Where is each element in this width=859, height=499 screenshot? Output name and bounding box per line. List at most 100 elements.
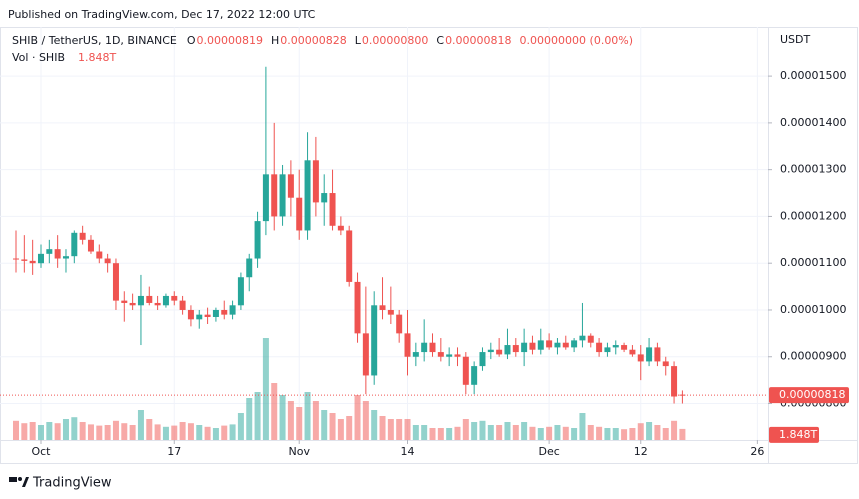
candle-body bbox=[246, 258, 253, 278]
volume-title: Vol · SHIB bbox=[12, 51, 65, 64]
axes: 0.000008000.000009000.000010000.00001100… bbox=[31, 69, 849, 458]
candle-body bbox=[121, 300, 128, 303]
candle-body bbox=[579, 335, 586, 341]
candle-body bbox=[554, 342, 561, 348]
ohlc-label: O bbox=[187, 34, 196, 47]
x-tick-label: Nov bbox=[288, 445, 310, 458]
logo-mark bbox=[22, 477, 29, 487]
candle-body bbox=[604, 347, 611, 353]
candle-body bbox=[462, 356, 469, 385]
candle-body bbox=[387, 309, 394, 315]
candle-body bbox=[546, 340, 553, 348]
volume-bar bbox=[337, 419, 344, 440]
candle-body bbox=[96, 251, 103, 259]
volume-bar bbox=[154, 424, 161, 440]
volume-bar bbox=[496, 425, 503, 440]
ohlc-value: 0.00000800 bbox=[362, 34, 428, 47]
volume-bar bbox=[321, 410, 328, 440]
candle-body bbox=[454, 354, 461, 357]
candles bbox=[0, 66, 768, 404]
candle-body bbox=[229, 305, 236, 315]
candle-body bbox=[104, 258, 111, 264]
volume-bar bbox=[654, 425, 661, 440]
volume-bar bbox=[421, 425, 428, 440]
candle-body bbox=[204, 314, 211, 317]
volume-label: 1.848T bbox=[779, 428, 817, 441]
volume-bar bbox=[679, 428, 686, 440]
y-tick-label: 0.00001400 bbox=[780, 116, 846, 129]
candle-body bbox=[171, 295, 178, 301]
candle-body bbox=[321, 193, 328, 203]
y-tick-label: 0.00001000 bbox=[780, 303, 846, 316]
candle-body bbox=[529, 342, 536, 350]
candle-body bbox=[437, 352, 444, 357]
y-tick-label: 0.00000900 bbox=[780, 350, 846, 363]
candle-body bbox=[154, 302, 161, 306]
x-tick-label: Oct bbox=[31, 445, 51, 458]
volume-bar bbox=[504, 422, 511, 440]
candle-body bbox=[421, 342, 428, 353]
candle-body bbox=[337, 225, 344, 231]
volume-bar bbox=[104, 425, 111, 440]
volume-bar bbox=[262, 338, 269, 440]
volume-bar bbox=[429, 428, 436, 440]
candle-body bbox=[596, 342, 603, 353]
volume-bar bbox=[596, 426, 603, 440]
candle-body bbox=[679, 394, 686, 396]
candle-body bbox=[162, 295, 169, 306]
candle-body bbox=[129, 302, 136, 306]
legend: SHIB / TetherUS, 1D, BINANCE Vol · SHIB … bbox=[12, 34, 177, 64]
volume-bar bbox=[71, 417, 78, 440]
volume-bar bbox=[529, 426, 536, 440]
volume-bar bbox=[137, 410, 144, 440]
volume-bar bbox=[354, 395, 361, 440]
volume-bar bbox=[454, 426, 461, 440]
volume-bar bbox=[79, 422, 86, 440]
candle-body bbox=[646, 347, 653, 362]
volume-bar bbox=[571, 428, 578, 440]
published-note: Published on TradingView.com, Dec 17, 20… bbox=[8, 8, 316, 21]
volume-bar bbox=[37, 425, 44, 440]
candle-body bbox=[221, 309, 228, 315]
ohlc-label: L bbox=[355, 34, 362, 47]
volume-bar bbox=[129, 425, 136, 440]
change-value: 0.00000000 (0.00%) bbox=[520, 34, 634, 47]
ohlc-label: H bbox=[271, 34, 279, 47]
candle-body bbox=[254, 221, 261, 259]
candle-body bbox=[237, 277, 244, 306]
last-price-box bbox=[769, 387, 849, 404]
volume-bar bbox=[237, 413, 244, 440]
candle-body bbox=[404, 333, 411, 357]
ohlc-value: 0.00000828 bbox=[280, 34, 346, 47]
y-tick-label: 0.00001100 bbox=[780, 256, 846, 269]
ohlc-label: C bbox=[436, 34, 444, 47]
candle-body bbox=[629, 349, 636, 355]
logo: TradingView bbox=[9, 476, 112, 491]
symbol: SHIB / TetherUS, 1D, BINANCE bbox=[12, 34, 177, 47]
volume-bar bbox=[621, 429, 628, 440]
candle-body bbox=[262, 174, 269, 222]
volume-bar bbox=[554, 425, 561, 440]
candle-body bbox=[562, 342, 569, 348]
volume-bar bbox=[546, 426, 553, 440]
volume-bar bbox=[404, 419, 411, 440]
volume-bar bbox=[62, 419, 69, 440]
candle-body bbox=[46, 249, 53, 254]
volume-bar bbox=[146, 419, 153, 440]
candle-body bbox=[21, 259, 28, 261]
volume-bar bbox=[279, 395, 286, 440]
volume-bar bbox=[537, 428, 544, 440]
candle-body bbox=[571, 340, 578, 348]
volume-bar bbox=[212, 428, 219, 440]
volume-bar bbox=[287, 401, 294, 440]
candle-body bbox=[662, 361, 669, 367]
volume-bar bbox=[487, 425, 494, 440]
ohlc-value: 0.00000818 bbox=[445, 34, 511, 47]
volume-bar bbox=[587, 425, 594, 440]
candle-body bbox=[87, 239, 94, 252]
y-tick-label: 0.00001200 bbox=[780, 209, 846, 222]
volume-bar bbox=[362, 401, 369, 440]
volume-bar bbox=[13, 420, 19, 440]
y-tick-label: 0.00001500 bbox=[780, 69, 846, 82]
volume-bar bbox=[446, 428, 453, 440]
